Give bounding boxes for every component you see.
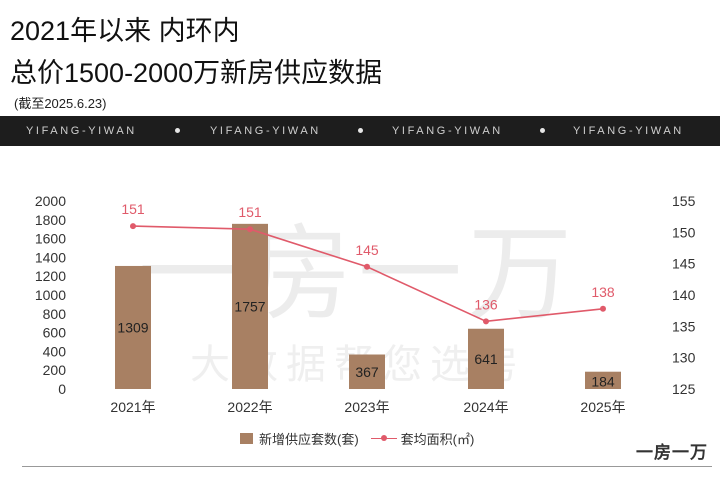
chart-legend: 新增供应套数(套) 套均面积(㎡): [240, 430, 475, 447]
x-tick-label: 2023年: [344, 399, 389, 415]
y-right-tick-label: 130: [672, 350, 696, 366]
bar-value-label: 1757: [234, 298, 265, 314]
bar-value-label: 1309: [117, 319, 148, 335]
y-right-tick-label: 135: [672, 318, 696, 334]
banner-text: YIFANG-YIWAN: [392, 125, 503, 137]
y-right-tick-label: 150: [672, 224, 696, 240]
bar-2024年: [468, 328, 504, 389]
bar-2023年: [349, 354, 385, 389]
y-left-tick-label: 1200: [35, 268, 66, 284]
watermark-big: 一房一万: [138, 217, 578, 333]
page-title-line-2: 总价1500-2000万新房供应数据: [10, 58, 383, 88]
legend-bar-label: 新增供应套数(套): [259, 431, 359, 447]
bar-value-label: 367: [355, 364, 379, 380]
y-left-tick-label: 1600: [35, 231, 66, 247]
banner-text: YIFANG-YIWAN: [573, 125, 684, 137]
legend-line-swatch: [370, 433, 397, 444]
y-left-tick-label: 1000: [35, 287, 66, 303]
brand-banner: YIFANG-YIWAN YIFANG-YIWAN YIFANG-YIWAN Y…: [0, 116, 720, 146]
y-left-tick-label: 0: [58, 381, 66, 397]
avg-area-point: [600, 305, 606, 312]
line-value-label: 136: [474, 296, 498, 312]
banner-dot: [358, 128, 363, 133]
as-of-date: (截至2025.6.23): [14, 96, 107, 111]
bottom-divider: [22, 466, 712, 467]
bar-value-label: 641: [474, 351, 498, 367]
y-left-tick-label: 800: [43, 306, 67, 322]
y-left-tick-label: 600: [43, 325, 67, 341]
y-left-tick-label: 2000: [35, 193, 66, 209]
avg-area-point: [364, 263, 370, 270]
x-tick-label: 2021年: [110, 399, 155, 415]
bar-2022年: [232, 223, 268, 389]
banner-text: YIFANG-YIWAN: [26, 125, 137, 137]
y-left-tick-label: 200: [43, 362, 67, 378]
line-value-label: 151: [121, 201, 145, 217]
x-tick-label: 2024年: [463, 399, 508, 415]
y-right-tick-label: 125: [672, 381, 696, 397]
bar-2025年: [585, 371, 621, 389]
bar-value-label: 184: [591, 374, 615, 390]
y-right-tick-label: 145: [672, 256, 696, 272]
x-tick-label: 2025年: [580, 399, 625, 415]
line-value-label: 138: [591, 284, 615, 300]
banner-dot: [540, 128, 545, 133]
banner-text: YIFANG-YIWAN: [210, 125, 321, 137]
line-value-label: 145: [355, 242, 379, 258]
y-left-tick-label: 1400: [35, 249, 66, 265]
x-tick-label: 2022年: [227, 399, 272, 415]
y-left-tick-label: 1800: [35, 212, 66, 228]
bar-2021年: [115, 265, 151, 389]
avg-area-point: [483, 318, 489, 325]
line-value-label: 151: [238, 204, 262, 220]
y-left-tick-label: 400: [43, 343, 67, 359]
brand-logo: 一房一万: [636, 443, 708, 462]
y-right-tick-label: 140: [672, 287, 696, 303]
legend-line-label: 套均面积(㎡): [400, 431, 475, 447]
page-title-line-1: 2021年以来 内环内: [10, 16, 240, 46]
y-right-tick-label: 155: [672, 193, 696, 209]
avg-area-point: [130, 223, 136, 230]
banner-dot: [175, 128, 180, 133]
avg-area-point: [247, 226, 253, 233]
legend-bar-swatch: [240, 432, 253, 444]
